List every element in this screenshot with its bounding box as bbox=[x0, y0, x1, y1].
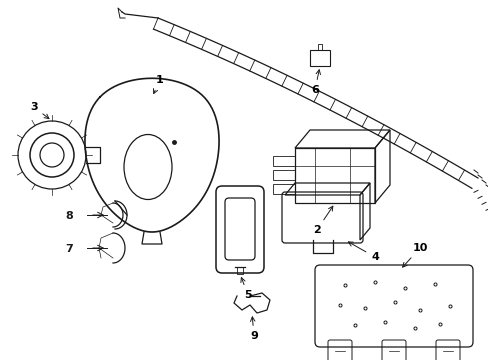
Text: 2: 2 bbox=[312, 206, 332, 235]
Bar bbox=[272, 184, 294, 194]
Text: 7: 7 bbox=[65, 244, 73, 254]
Bar bbox=[272, 170, 294, 180]
Bar bbox=[309, 50, 329, 66]
Text: 1: 1 bbox=[153, 75, 163, 94]
Text: 5: 5 bbox=[241, 278, 251, 300]
Bar bbox=[272, 156, 294, 166]
Bar bbox=[294, 148, 374, 203]
Text: 6: 6 bbox=[310, 70, 320, 95]
Text: 3: 3 bbox=[30, 102, 49, 119]
Text: 4: 4 bbox=[347, 242, 378, 262]
Text: 8: 8 bbox=[65, 211, 73, 221]
Text: 10: 10 bbox=[402, 243, 427, 267]
Text: 9: 9 bbox=[249, 317, 257, 341]
